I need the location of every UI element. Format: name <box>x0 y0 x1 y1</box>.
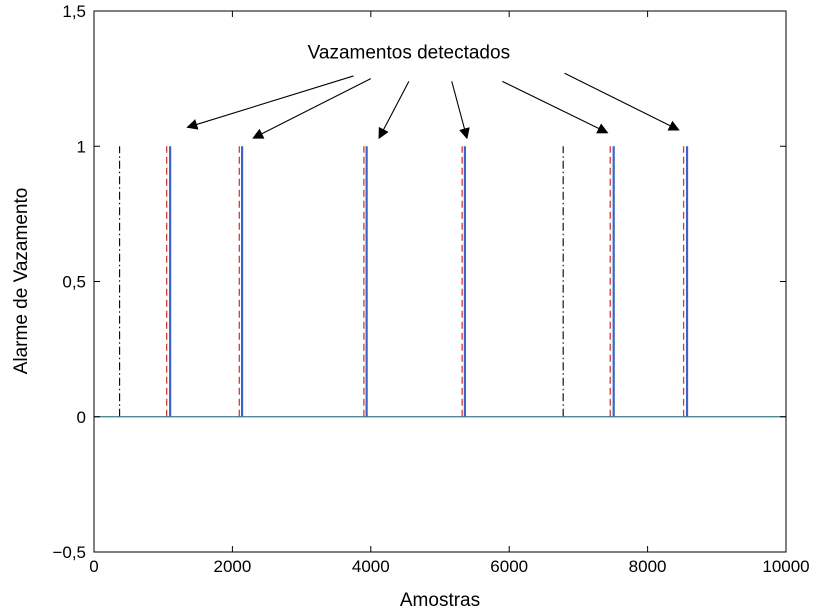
x-tick-label: 6000 <box>490 557 528 576</box>
y-tick-label: 0,5 <box>62 273 86 292</box>
y-tick-label: −0,5 <box>52 543 86 562</box>
plot-frame <box>93 10 787 553</box>
series-layer <box>94 146 786 418</box>
y-tick-label: 0 <box>77 408 86 427</box>
ticks-layer: 0 2000 4000 6000 8000 10000−0,500,511,5 <box>52 2 809 576</box>
x-tick-label: 4000 <box>352 557 390 576</box>
annotation-arrow <box>252 78 372 139</box>
x-tick-label: 10000 <box>762 557 809 576</box>
x-tick-label: 8000 <box>629 557 667 576</box>
annotation-arrow <box>378 81 410 140</box>
x-axis-label: Amostras <box>400 590 480 611</box>
x-tick-label: 2000 <box>213 557 251 576</box>
plot-area <box>94 11 786 552</box>
y-tick-label: 1 <box>77 137 86 156</box>
x-tick-label: 0 <box>89 557 98 576</box>
annotation-arrow <box>451 81 470 140</box>
annotation-arrow <box>502 80 609 134</box>
annotation-arrow <box>564 72 680 131</box>
annotation-arrow <box>186 75 354 130</box>
annotation-text: Vazamentos detectados <box>308 43 510 64</box>
y-axis-label: Alarme de Vazamento <box>11 188 32 375</box>
annotation-layer: Vazamentos detectados <box>186 43 680 140</box>
y-tick-label: 1,5 <box>62 2 86 21</box>
